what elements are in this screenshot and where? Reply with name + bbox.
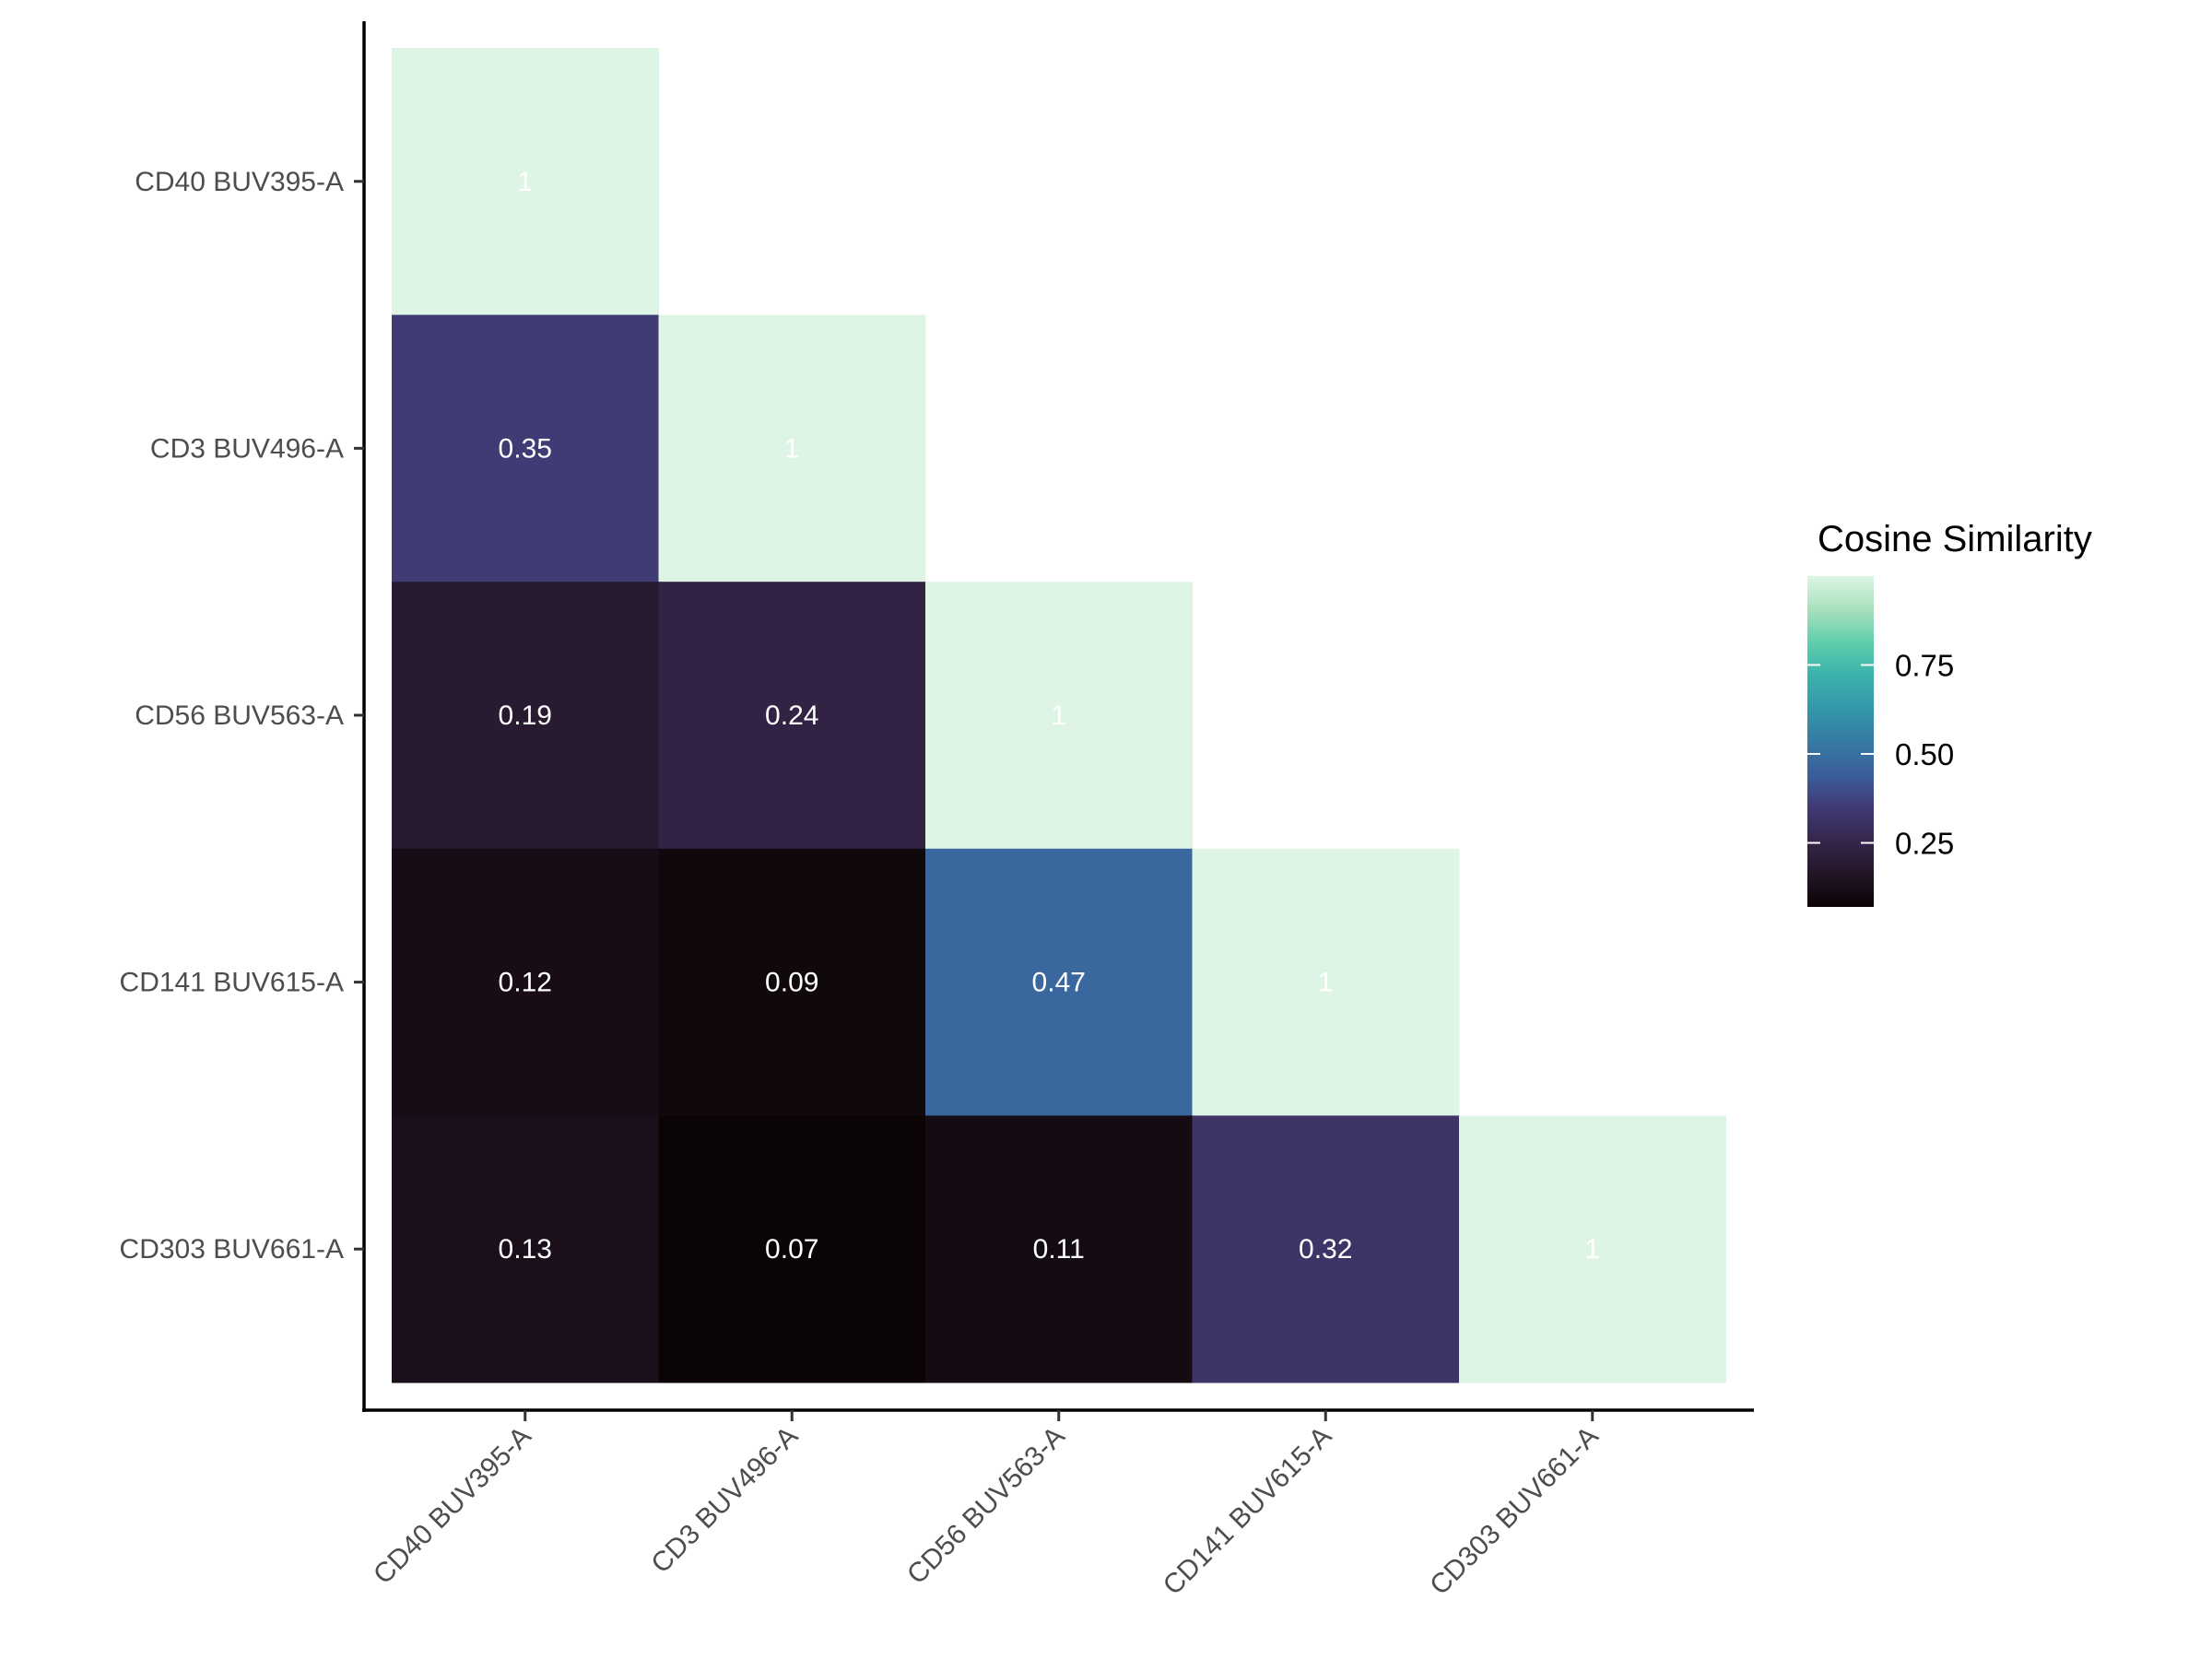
cell-value-label: 0.09 <box>765 968 818 998</box>
heatmap-cell: 0.13 <box>392 1115 659 1383</box>
colorbar <box>1807 576 1874 907</box>
y-tick-label: CD3 BUV496-A <box>150 433 344 464</box>
x-tick-label: CD303 BUV661-A <box>1424 1421 1604 1601</box>
heatmap-cell: 1 <box>925 582 1193 850</box>
legend-tick-label: 0.25 <box>1895 827 1954 861</box>
heatmap-cell: 0.47 <box>925 848 1193 1116</box>
heatmap-cell: 1 <box>392 48 659 316</box>
y-tick-label: CD141 BUV615-A <box>120 968 344 998</box>
x-tick-label: CD3 BUV496-A <box>645 1421 804 1580</box>
cell-rect <box>392 848 659 1116</box>
y-tick-label: CD40 BUV395-A <box>135 167 344 197</box>
heatmap-cell: 1 <box>658 314 926 582</box>
legend-title: Cosine Similarity <box>1818 519 2092 559</box>
cell-value-label: 0.35 <box>499 433 552 464</box>
cell-value-label: 1 <box>1051 700 1066 731</box>
cell-value-label: 0.11 <box>1033 1234 1085 1265</box>
heatmap-cell: 1 <box>1459 1115 1726 1383</box>
cell-rect <box>392 48 659 316</box>
cell-rect <box>1459 1115 1726 1383</box>
cell-value-label: 0.32 <box>1299 1234 1352 1265</box>
cell-rect <box>925 1115 1193 1383</box>
heatmap-cell: 0.12 <box>392 848 659 1116</box>
legend-tick-label: 0.50 <box>1895 737 1954 771</box>
cell-rect <box>1192 1115 1460 1383</box>
cell-value-label: 0.47 <box>1032 968 1086 998</box>
heatmap-cell: 0.24 <box>658 582 926 850</box>
cell-value-label: 0.19 <box>499 700 552 731</box>
cell-rect <box>392 314 659 582</box>
x-tick-label: CD141 BUV615-A <box>1158 1421 1337 1601</box>
cell-value-label: 0.12 <box>499 968 552 998</box>
heatmap-cell: 0.07 <box>658 1115 926 1383</box>
heatmap-cell: 0.35 <box>392 314 659 582</box>
heatmap-cell: 0.09 <box>658 848 926 1116</box>
cell-rect <box>925 582 1193 850</box>
cell-value-label: 1 <box>517 167 533 197</box>
x-tick-label: CD56 BUV563-A <box>901 1421 1071 1591</box>
cell-rect <box>392 1115 659 1383</box>
cell-rect <box>658 314 926 582</box>
heatmap-cell: 0.19 <box>392 582 659 850</box>
color-legend: Cosine Similarity 0.25 0.50 0.75 <box>1807 519 2092 907</box>
y-tick-label: CD56 BUV563-A <box>135 700 344 731</box>
heatmap-cells: 1 0.35 1 0.19 0.24 1 0.12 0.09 0.47 1 0.13 0.07 0.11… <box>392 48 1726 1383</box>
cell-value-label: 1 <box>1584 1234 1600 1265</box>
cell-value-label: 1 <box>784 433 800 464</box>
heatmap-cell: 0.32 <box>1192 1115 1460 1383</box>
cell-rect <box>925 848 1193 1116</box>
heatmap-cell: 0.11 <box>925 1115 1193 1383</box>
heatmap-cell: 1 <box>1192 848 1460 1116</box>
y-tick-label: CD303 BUV661-A <box>120 1234 344 1265</box>
cell-rect <box>658 582 926 850</box>
cell-value-label: 0.07 <box>765 1234 818 1265</box>
cell-rect <box>658 848 926 1116</box>
cell-rect <box>658 1115 926 1383</box>
cell-value-label: 0.13 <box>499 1234 552 1265</box>
legend-tick-label: 0.75 <box>1895 649 1954 683</box>
x-tick-label: CD40 BUV395-A <box>368 1421 537 1591</box>
cell-value-label: 0.24 <box>765 700 818 731</box>
cell-value-label: 1 <box>1318 968 1334 998</box>
cell-rect <box>1192 848 1460 1116</box>
cell-rect <box>392 582 659 850</box>
